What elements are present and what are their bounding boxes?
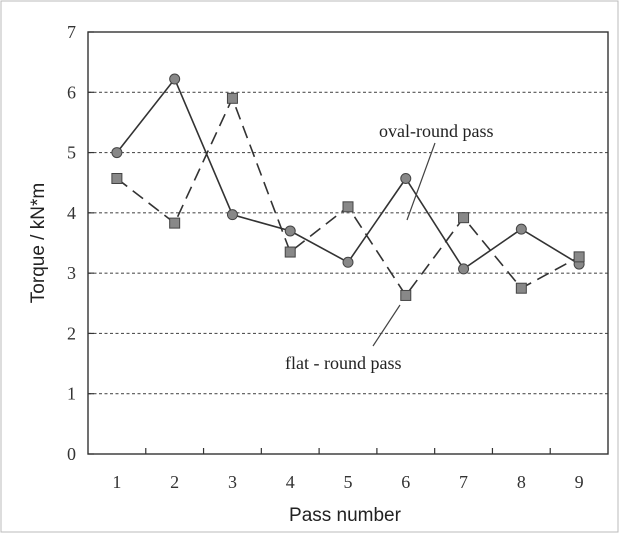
y-tick-label-7: 7 xyxy=(67,22,76,42)
point-s1-1 xyxy=(111,172,123,184)
point-s1-8 xyxy=(515,282,527,294)
x-tick-label-4: 4 xyxy=(286,472,295,492)
y-tick-label-1: 1 xyxy=(67,384,76,404)
x-tick-label-9: 9 xyxy=(575,472,584,492)
x-tick-label-2: 2 xyxy=(170,472,179,492)
annotation-flat-round-pass: flat - round pass xyxy=(285,353,401,373)
y-tick-label-5: 5 xyxy=(67,143,76,163)
x-axis-title: Pass number xyxy=(289,505,402,526)
point-s1-4 xyxy=(284,246,296,258)
point-s1-2 xyxy=(169,217,181,229)
y-tick-label-6: 6 xyxy=(67,82,76,102)
annotation-oval-round-pass: oval-round pass xyxy=(379,121,493,141)
x-tick-label-5: 5 xyxy=(344,472,353,492)
point-s0-2 xyxy=(169,73,181,85)
annotation-leader-flat-round xyxy=(372,304,401,347)
point-s0-1 xyxy=(111,147,123,159)
series xyxy=(111,73,585,301)
point-s0-8 xyxy=(515,223,527,235)
annotation-leader-oval-round xyxy=(406,142,436,221)
plot-frame xyxy=(87,31,609,455)
point-s0-4 xyxy=(284,225,296,237)
y-tick-label-4: 4 xyxy=(67,203,76,223)
x-tick-label-6: 6 xyxy=(401,472,410,492)
point-s1-7 xyxy=(458,212,470,224)
y-axis-title: Torque / kN*m xyxy=(28,183,49,303)
axis-ticks xyxy=(88,31,551,455)
point-s0-5 xyxy=(342,256,354,268)
y-tick-label-2: 2 xyxy=(67,323,76,343)
grid-lines xyxy=(88,91,608,395)
x-tick-label-1: 1 xyxy=(112,472,121,492)
point-s0-3 xyxy=(226,209,238,221)
x-tick-label-8: 8 xyxy=(517,472,526,492)
point-s1-6 xyxy=(400,289,412,301)
y-tick-label-0: 0 xyxy=(67,444,76,464)
point-s0-6 xyxy=(400,172,412,184)
x-tick-label-3: 3 xyxy=(228,472,237,492)
y-tick-label-3: 3 xyxy=(67,263,76,283)
point-s1-3 xyxy=(226,92,238,104)
x-tick-label-7: 7 xyxy=(459,472,468,492)
point-s1-9 xyxy=(573,251,585,263)
point-s0-7 xyxy=(458,263,470,275)
point-s1-5 xyxy=(342,201,354,213)
tick-labels: 0 1 2 3 4 5 6 7 1 2 3 4 5 6 7 8 9 xyxy=(67,22,584,492)
